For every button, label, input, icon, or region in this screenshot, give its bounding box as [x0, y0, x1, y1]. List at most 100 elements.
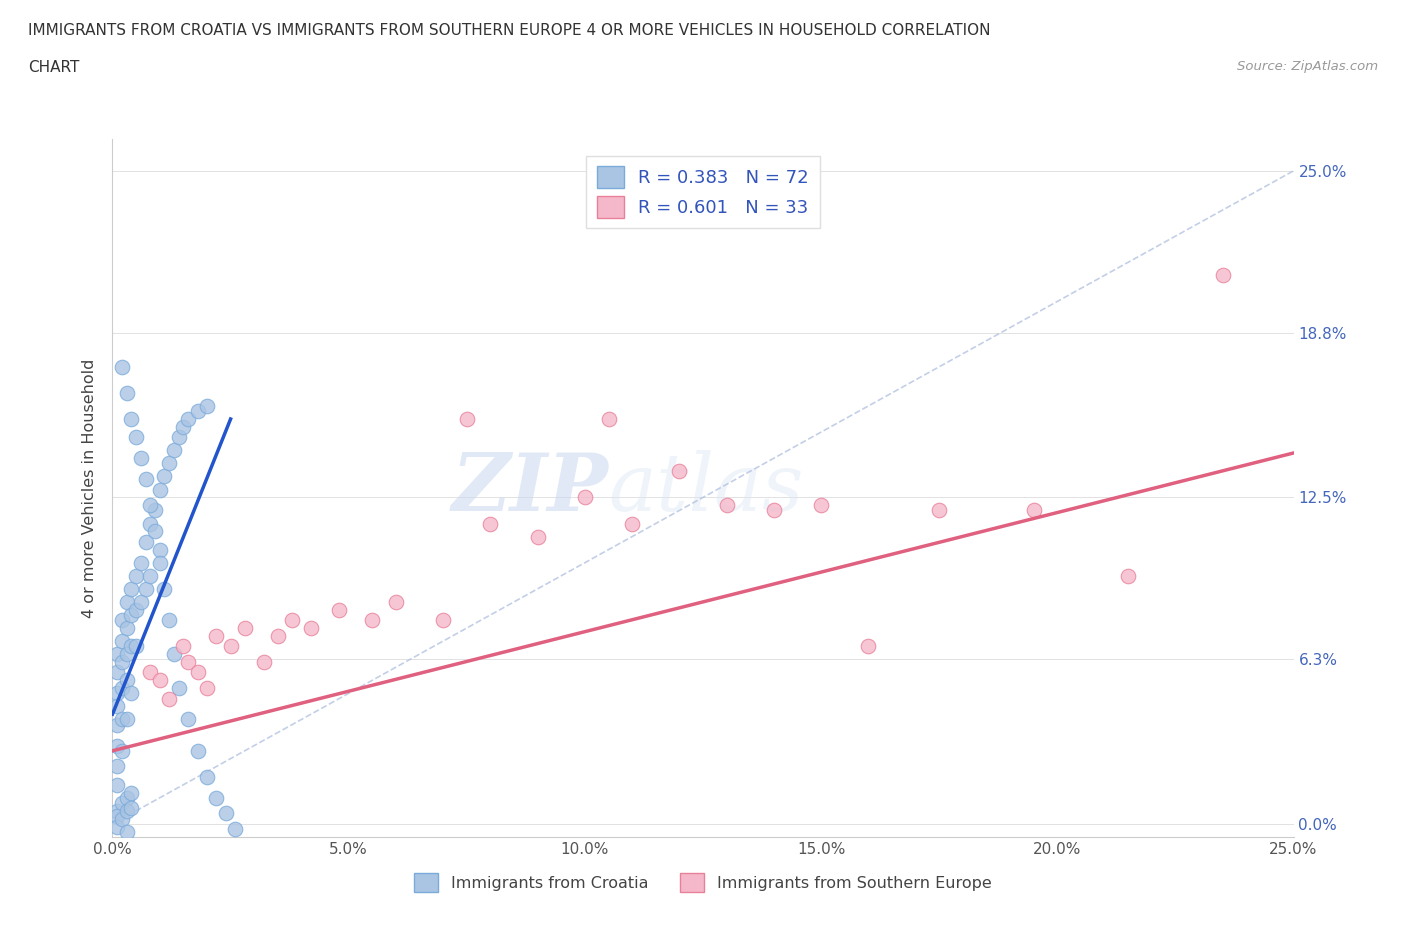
- Point: [157, 691, 180, 706]
- Point: [120, 581, 142, 596]
- Point: [115, 385, 138, 400]
- Text: atlas: atlas: [609, 449, 804, 527]
- Point: [115, 804, 138, 818]
- Legend: Immigrants from Croatia, Immigrants from Southern Europe: Immigrants from Croatia, Immigrants from…: [408, 867, 998, 898]
- Point: [105, 759, 128, 774]
- Point: [105, 777, 128, 792]
- Point: [479, 516, 502, 531]
- Text: Source: ZipAtlas.com: Source: ZipAtlas.com: [1237, 60, 1378, 73]
- Point: [574, 490, 596, 505]
- Point: [762, 503, 785, 518]
- Point: [111, 359, 134, 374]
- Point: [299, 620, 322, 635]
- Point: [172, 639, 194, 654]
- Point: [105, 819, 128, 834]
- Point: [186, 743, 208, 758]
- Point: [139, 665, 162, 680]
- Point: [163, 646, 186, 661]
- Point: [177, 712, 200, 727]
- Point: [105, 665, 128, 680]
- Point: [219, 639, 242, 654]
- Point: [432, 613, 454, 628]
- Point: [125, 430, 148, 445]
- Point: [111, 633, 134, 648]
- Point: [195, 399, 218, 414]
- Point: [115, 620, 138, 635]
- Point: [205, 790, 228, 805]
- Point: [115, 594, 138, 609]
- Text: CHART: CHART: [28, 60, 80, 75]
- Point: [810, 498, 832, 512]
- Point: [115, 646, 138, 661]
- Text: ZIP: ZIP: [451, 449, 609, 527]
- Point: [267, 629, 290, 644]
- Point: [153, 581, 176, 596]
- Point: [149, 555, 172, 570]
- Point: [125, 603, 148, 618]
- Point: [139, 498, 162, 512]
- Point: [621, 516, 644, 531]
- Point: [120, 686, 142, 701]
- Point: [139, 568, 162, 583]
- Point: [143, 503, 166, 518]
- Point: [111, 795, 134, 810]
- Point: [167, 430, 190, 445]
- Point: [385, 594, 408, 609]
- Point: [1212, 268, 1234, 283]
- Point: [153, 469, 176, 484]
- Point: [105, 699, 128, 714]
- Point: [120, 607, 142, 622]
- Point: [1022, 503, 1045, 518]
- Point: [526, 529, 548, 544]
- Point: [111, 681, 134, 696]
- Point: [105, 646, 128, 661]
- Point: [105, 738, 128, 753]
- Point: [215, 806, 238, 821]
- Point: [125, 639, 148, 654]
- Point: [139, 516, 162, 531]
- Point: [105, 809, 128, 824]
- Point: [129, 451, 152, 466]
- Point: [224, 822, 246, 837]
- Point: [149, 482, 172, 497]
- Point: [115, 712, 138, 727]
- Point: [328, 603, 350, 618]
- Point: [115, 672, 138, 687]
- Point: [125, 568, 148, 583]
- Point: [157, 613, 180, 628]
- Point: [172, 419, 194, 434]
- Point: [105, 686, 128, 701]
- Point: [668, 464, 690, 479]
- Point: [111, 613, 134, 628]
- Point: [157, 456, 180, 471]
- Point: [233, 620, 256, 635]
- Point: [111, 811, 134, 826]
- Point: [120, 412, 142, 427]
- Point: [163, 443, 186, 458]
- Point: [205, 629, 228, 644]
- Point: [186, 404, 208, 418]
- Point: [1116, 568, 1139, 583]
- Point: [120, 785, 142, 800]
- Point: [120, 639, 142, 654]
- Point: [195, 681, 218, 696]
- Point: [858, 639, 880, 654]
- Y-axis label: 4 or more Vehicles in Household: 4 or more Vehicles in Household: [82, 359, 97, 618]
- Point: [195, 769, 218, 784]
- Point: [149, 672, 172, 687]
- Point: [167, 681, 190, 696]
- Point: [105, 717, 128, 732]
- Point: [253, 655, 276, 670]
- Point: [361, 613, 384, 628]
- Point: [115, 790, 138, 805]
- Point: [598, 412, 620, 427]
- Point: [120, 801, 142, 816]
- Point: [115, 824, 138, 839]
- Point: [111, 655, 134, 670]
- Text: IMMIGRANTS FROM CROATIA VS IMMIGRANTS FROM SOUTHERN EUROPE 4 OR MORE VEHICLES IN: IMMIGRANTS FROM CROATIA VS IMMIGRANTS FR…: [28, 23, 991, 38]
- Point: [143, 524, 166, 538]
- Point: [177, 655, 200, 670]
- Point: [149, 542, 172, 557]
- Point: [928, 503, 950, 518]
- Point: [129, 594, 152, 609]
